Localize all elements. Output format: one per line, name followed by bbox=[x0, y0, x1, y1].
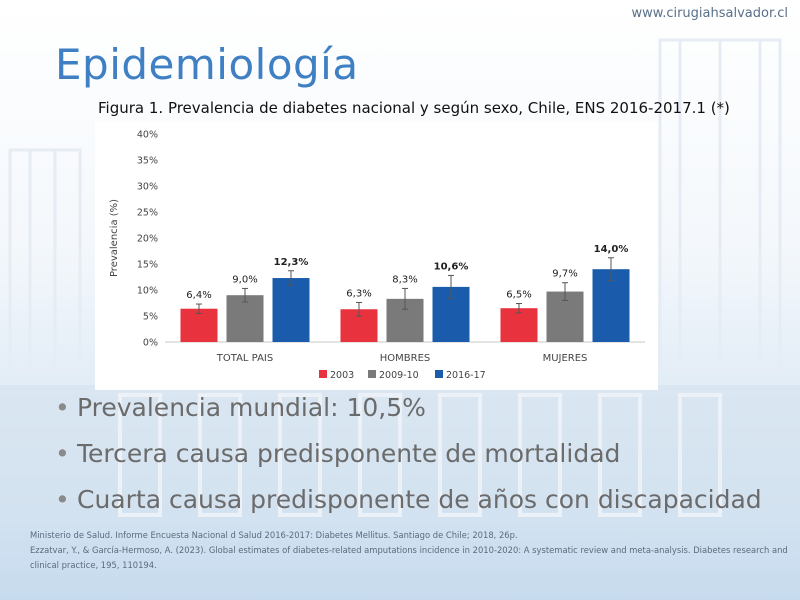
bullet-text: Prevalencia mundial: 10,5% bbox=[77, 393, 426, 422]
bullet-text: Tercera causa predisponente de mortalida… bbox=[77, 439, 621, 468]
data-label: 10,6% bbox=[434, 261, 469, 272]
y-tick-label: 35% bbox=[137, 156, 158, 167]
bullet-item: • Tercera causa predisponente de mortalid… bbox=[55, 436, 762, 482]
y-tick-label: 10% bbox=[137, 286, 158, 297]
figure-caption: Figura 1. Prevalencia de diabetes nacion… bbox=[98, 99, 730, 117]
y-tick-label: 0% bbox=[143, 338, 158, 349]
data-label: 8,3% bbox=[392, 274, 417, 285]
bar bbox=[180, 308, 218, 342]
data-label: 6,3% bbox=[346, 288, 371, 299]
bar bbox=[272, 278, 310, 342]
x-tick-label: MUJERES bbox=[543, 353, 588, 364]
y-axis-label: Prevalencia (%) bbox=[109, 199, 120, 277]
bar bbox=[226, 295, 264, 342]
y-tick-label: 15% bbox=[137, 260, 158, 271]
legend-label: 2003 bbox=[330, 370, 354, 381]
bar-chart: 0% 5% 10% 15% 20% 25% 30% 35% 40% Prevalencia (%)… bbox=[109, 130, 645, 381]
legend-label: 2016-17 bbox=[446, 370, 486, 381]
bullet-item: • Cuarta causa predisponente de años con … bbox=[55, 482, 762, 528]
data-label: 14,0% bbox=[594, 244, 629, 255]
bullet-dot-icon: • bbox=[55, 393, 70, 422]
legend-swatch bbox=[435, 370, 443, 378]
x-tick-label: TOTAL PAIS bbox=[216, 353, 273, 364]
y-tick-label: 20% bbox=[137, 234, 158, 245]
data-label: 12,3% bbox=[274, 257, 309, 268]
site-url: www.cirugiahsalvador.cl bbox=[631, 6, 788, 21]
bullet-dot-icon: • bbox=[55, 439, 70, 468]
y-tick-label: 40% bbox=[137, 130, 158, 141]
legend-label: 2009-10 bbox=[379, 370, 419, 381]
y-tick-label: 30% bbox=[137, 182, 158, 193]
bar bbox=[500, 308, 538, 342]
legend-swatch bbox=[319, 370, 327, 378]
bar bbox=[592, 269, 630, 342]
reference-item: Ministerio de Salud. Informe Encuesta Na… bbox=[30, 530, 518, 540]
data-label: 6,4% bbox=[186, 290, 211, 301]
data-label: 9,7% bbox=[552, 269, 577, 280]
x-tick-label: HOMBRES bbox=[380, 353, 431, 364]
bullet-dot-icon: • bbox=[55, 485, 70, 514]
reference-item: Ezzatvar, Y., & García-Hermoso, A. (2023… bbox=[30, 545, 788, 570]
references: Ministerio de Salud. Informe Encuesta Na… bbox=[30, 528, 800, 573]
bullet-list: • Prevalencia mundial: 10,5% • Tercera cau… bbox=[55, 390, 762, 528]
data-label: 9,0% bbox=[232, 274, 257, 285]
legend-swatch bbox=[368, 370, 376, 378]
y-tick-label: 5% bbox=[143, 312, 158, 323]
data-label: 6,5% bbox=[506, 290, 531, 301]
y-tick-label: 25% bbox=[137, 208, 158, 219]
bullet-item: • Prevalencia mundial: 10,5% bbox=[55, 390, 762, 436]
bullet-text: Cuarta causa predisponente de años con d… bbox=[77, 485, 762, 514]
chart-container: 0% 5% 10% 15% 20% 25% 30% 35% 40% Prevalencia (%)… bbox=[95, 122, 658, 390]
slide-title: Epidemiología bbox=[55, 40, 359, 89]
